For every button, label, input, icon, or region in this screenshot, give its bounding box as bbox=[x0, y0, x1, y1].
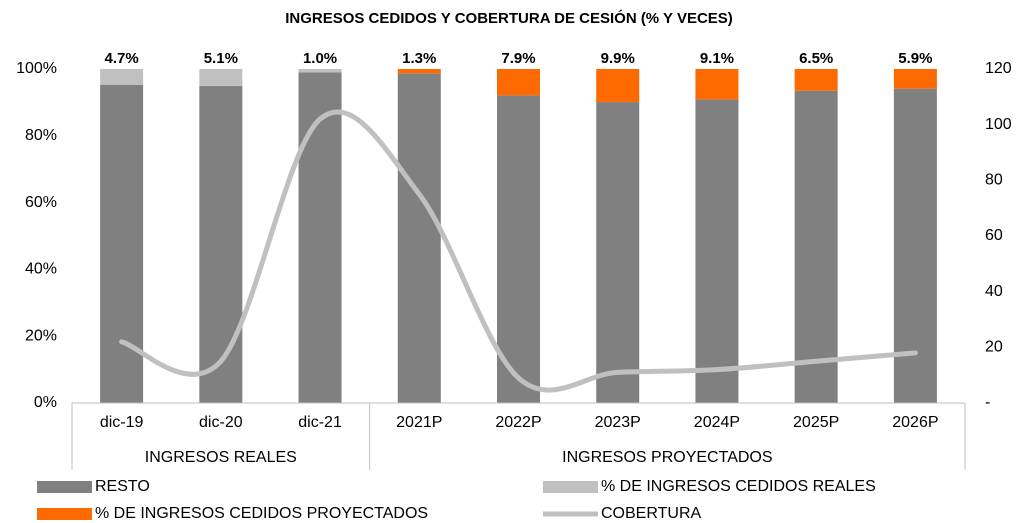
bar-segment bbox=[199, 86, 243, 403]
y-tick-label: 100% bbox=[16, 60, 57, 77]
bar-segment bbox=[794, 90, 838, 404]
data-label: 5.1% bbox=[204, 50, 238, 67]
bar-segment bbox=[695, 99, 739, 404]
y-tick-label: 0% bbox=[34, 394, 57, 411]
data-label: 1.0% bbox=[303, 50, 337, 67]
legend-label: RESTO bbox=[95, 478, 150, 495]
bar-segment bbox=[497, 95, 540, 404]
x-tick-label: 2024P bbox=[694, 414, 740, 431]
x-tick-label: 2022P bbox=[495, 414, 541, 431]
data-label: 6.5% bbox=[799, 50, 833, 67]
bar-segment bbox=[100, 84, 144, 403]
data-label: 1.3% bbox=[402, 50, 436, 67]
data-label: 5.9% bbox=[898, 50, 932, 67]
y2-tick-label: 120 bbox=[985, 60, 1012, 77]
y-tick-label: 60% bbox=[25, 194, 57, 211]
y2-tick-label: 100 bbox=[985, 116, 1012, 133]
data-label: 9.1% bbox=[700, 50, 734, 67]
legend-swatch bbox=[37, 481, 92, 493]
legend-swatch bbox=[37, 508, 92, 520]
y2-tick-label: 20 bbox=[985, 339, 1003, 356]
y-tick-label: 80% bbox=[25, 127, 57, 144]
y2-tick-label: 40 bbox=[985, 283, 1003, 300]
x-tick-label: 2026P bbox=[892, 414, 938, 431]
chart-title: INGRESOS CEDIDOS Y COBERTURA DE CESIÓN (… bbox=[285, 9, 733, 27]
group-label: INGRESOS PROYECTADOS bbox=[562, 449, 772, 466]
legend-label: % DE INGRESOS CEDIDOS REALES bbox=[601, 478, 876, 495]
legend-label: % DE INGRESOS CEDIDOS PROYECTADOS bbox=[95, 505, 428, 522]
bar-segment bbox=[100, 69, 144, 85]
x-tick-label: dic-19 bbox=[100, 414, 144, 431]
bar-segment bbox=[397, 73, 441, 403]
x-tick-label: 2021P bbox=[396, 414, 442, 431]
x-tick-label: dic-20 bbox=[199, 414, 243, 431]
bar-segment bbox=[596, 102, 640, 403]
y-tick-label: 20% bbox=[25, 327, 57, 344]
group-label: INGRESOS REALES bbox=[145, 449, 297, 466]
bar-segment bbox=[298, 69, 342, 73]
data-label: 4.7% bbox=[105, 50, 139, 67]
data-label: 7.9% bbox=[501, 50, 535, 67]
bar-segment bbox=[893, 69, 937, 89]
bar-segment bbox=[596, 69, 640, 103]
data-label: 9.9% bbox=[601, 50, 635, 67]
bar-segment bbox=[695, 69, 739, 100]
legend-swatch bbox=[543, 481, 598, 493]
x-tick-label: 2025P bbox=[793, 414, 839, 431]
bar-segment bbox=[497, 69, 540, 96]
x-tick-label: 2023P bbox=[595, 414, 641, 431]
bar-segment bbox=[397, 69, 441, 74]
y2-tick-label: - bbox=[985, 394, 990, 411]
x-tick-label: dic-21 bbox=[298, 414, 342, 431]
y2-tick-label: 60 bbox=[985, 227, 1003, 244]
y-tick-label: 40% bbox=[25, 261, 57, 278]
bar-segment bbox=[199, 69, 243, 87]
legend-label: COBERTURA bbox=[601, 505, 701, 522]
line-series bbox=[119, 109, 918, 393]
bar-segment bbox=[298, 72, 342, 403]
bar-segment bbox=[794, 69, 838, 91]
y2-tick-label: 80 bbox=[985, 172, 1003, 189]
